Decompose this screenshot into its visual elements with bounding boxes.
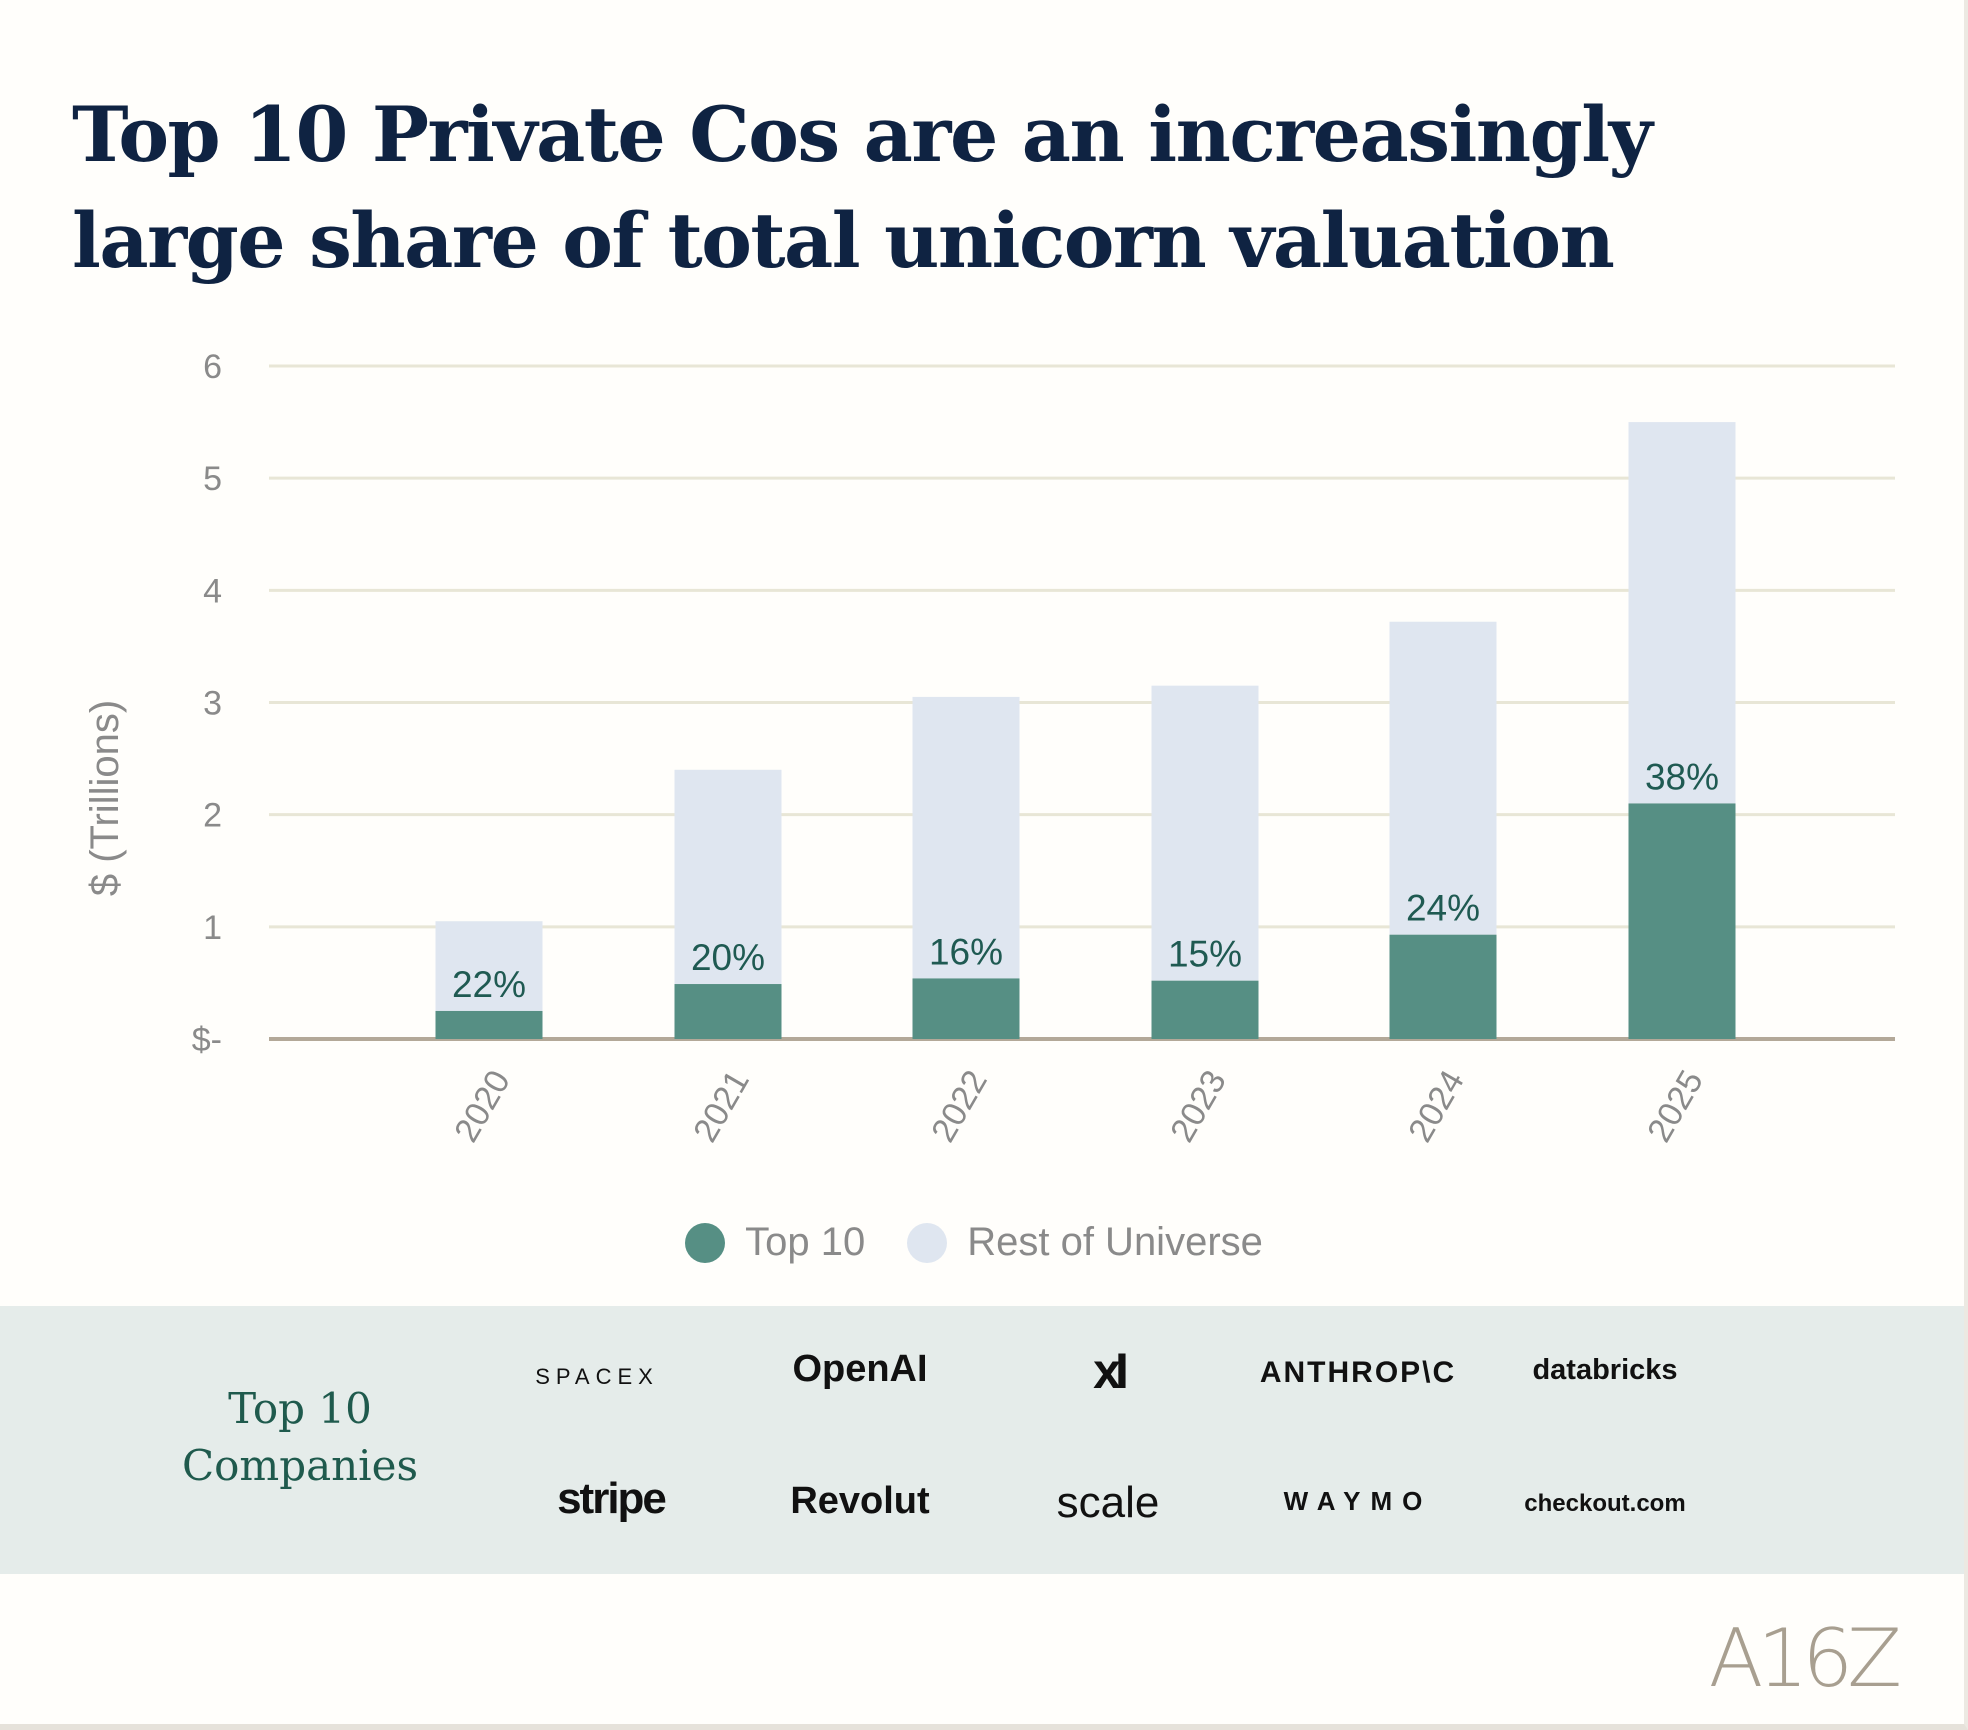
chart-title: Top 10 Private Cos are an increasingly l… [72,90,1653,285]
logo-openai: OpenAI [792,1348,928,1390]
x-tick-label: 2021 [686,1064,757,1149]
companies-label-line2: Companies [181,1441,419,1490]
legend-label-rest: Rest of Universe [967,1220,1263,1264]
x-tick-label: 2022 [924,1064,995,1149]
logo-waymo: WAYMO [1283,1486,1433,1516]
bar-top10 [1151,980,1259,1039]
top10-companies-band: Top 10 Companies SPACEX OpenAI xI ANTHRO… [0,1306,1964,1574]
companies-label: Top 10 Companies [150,1380,450,1494]
companies-label-line1: Top 10 [228,1384,372,1433]
legend: Top 10 Rest of Universe [0,1220,1968,1265]
data-label: 16% [929,931,1003,972]
data-label: 38% [1645,756,1719,797]
data-label: 20% [691,937,765,978]
y-tick-label: 2 [203,797,222,835]
logo-spacex: SPACEX [535,1364,659,1389]
x-tick-label: 2024 [1401,1064,1472,1149]
y-tick-label: 1 [203,909,222,947]
logo-xai: xI [1093,1343,1129,1399]
bar-rest-of-universe [912,696,1020,979]
bar-top10 [1389,934,1497,1039]
x-tick-label: 2025 [1640,1064,1711,1149]
logo-checkout: checkout.com [1524,1490,1686,1517]
y-tick-label: 6 [203,348,222,386]
bar-rest-of-universe [1151,685,1259,981]
bar-top10 [912,978,1020,1039]
bar-chart: $- 1 2 3 4 5 6 22% 2020 20% 2021 16% 2022 15% 2023 24%… [83,348,1895,1149]
legend-swatch-rest [907,1222,948,1263]
legend-item-top10: Top 10 [685,1220,865,1265]
data-label: 24% [1406,888,1480,929]
legend-label-top10: Top 10 [745,1220,866,1264]
bar-top10 [435,1010,543,1039]
a16z-logo: A16Z [1708,1612,1902,1705]
data-label: 15% [1168,934,1242,975]
bar-top10 [1628,803,1736,1039]
logo-anthropic: ANTHROP\C [1259,1356,1457,1389]
y-tick-label: $- [192,1021,222,1059]
legend-item-rest: Rest of Universe [907,1220,1263,1265]
data-label: 22% [452,964,526,1005]
logo-revolut: Revolut [790,1480,930,1522]
bar-rest-of-universe [674,769,782,985]
y-axis-label: $ (Trillions) [83,700,127,896]
legend-swatch-top10 [685,1222,726,1263]
x-tick-label: 2023 [1163,1064,1234,1149]
logo-stripe: stripe [557,1474,667,1523]
bar-rest-of-universe [1628,422,1736,804]
bar-top10 [674,984,782,1039]
y-tick-label: 3 [203,685,222,723]
y-tick-label: 5 [203,460,222,498]
logo-scale: scale [1056,1478,1160,1527]
bar-rest-of-universe [435,921,543,1011]
y-tick-label: 4 [203,572,222,610]
bar-rest-of-universe [1389,621,1497,935]
x-tick-label: 2020 [447,1064,518,1149]
logo-databricks: databricks [1532,1354,1678,1386]
